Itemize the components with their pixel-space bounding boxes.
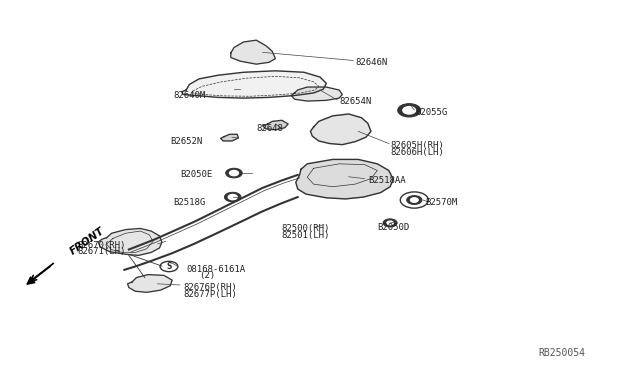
Text: 82646N: 82646N — [355, 58, 387, 67]
Circle shape — [406, 196, 422, 205]
Text: 82606H(LH): 82606H(LH) — [390, 148, 444, 157]
Circle shape — [230, 170, 239, 176]
Text: 82670(RH): 82670(RH) — [78, 241, 126, 250]
Text: (2): (2) — [199, 271, 215, 280]
Text: 82671(LH): 82671(LH) — [78, 247, 126, 256]
Circle shape — [403, 107, 415, 114]
Text: FRONT: FRONT — [68, 225, 107, 256]
Text: S: S — [166, 262, 172, 271]
Circle shape — [228, 195, 237, 200]
Text: B2652N: B2652N — [170, 137, 202, 146]
Circle shape — [383, 219, 397, 227]
Text: B2518AA: B2518AA — [368, 176, 405, 185]
Polygon shape — [296, 160, 394, 199]
Polygon shape — [262, 120, 288, 130]
Text: B2055G: B2055G — [415, 108, 448, 117]
Text: B2050E: B2050E — [180, 170, 212, 179]
Polygon shape — [221, 134, 239, 141]
Circle shape — [387, 221, 394, 225]
Polygon shape — [291, 87, 342, 101]
Circle shape — [226, 168, 243, 178]
Polygon shape — [99, 228, 162, 256]
Circle shape — [410, 198, 418, 202]
Text: 82640M: 82640M — [173, 91, 205, 100]
Text: B2570M: B2570M — [425, 198, 458, 207]
Text: RB250054: RB250054 — [539, 348, 586, 358]
Text: 08168-6161A: 08168-6161A — [186, 264, 245, 273]
Text: 82654N: 82654N — [339, 97, 371, 106]
Text: B2518G: B2518G — [173, 198, 205, 207]
Text: 82676P(RH): 82676P(RH) — [183, 283, 237, 292]
Polygon shape — [127, 275, 172, 292]
Circle shape — [225, 192, 241, 202]
Text: 82605H(RH): 82605H(RH) — [390, 141, 444, 150]
Text: 82648: 82648 — [256, 124, 283, 133]
Text: B2050D: B2050D — [378, 223, 410, 232]
Text: 82500(RH): 82500(RH) — [282, 224, 330, 233]
Polygon shape — [310, 114, 371, 145]
Text: 82677P(LH): 82677P(LH) — [183, 290, 237, 299]
Circle shape — [397, 104, 420, 117]
Polygon shape — [231, 40, 275, 64]
Polygon shape — [182, 71, 326, 98]
Text: 82501(LH): 82501(LH) — [282, 231, 330, 240]
